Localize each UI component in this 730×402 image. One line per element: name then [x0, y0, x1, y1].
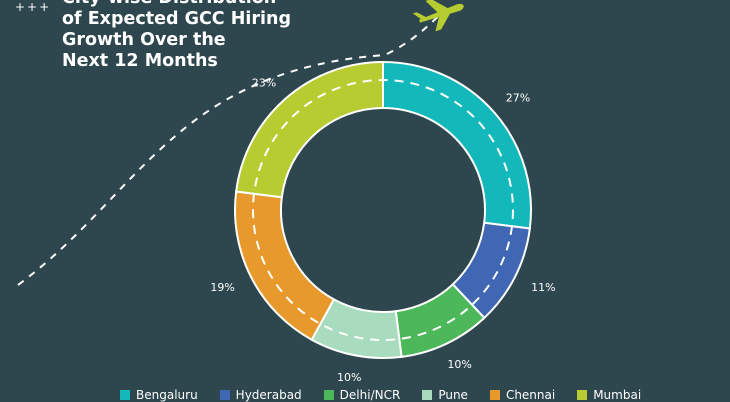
title-line-2: of Expected GCC Hiring — [62, 9, 291, 29]
plus-marks: +++ — [15, 0, 52, 14]
slice-mumbai — [235, 60, 384, 199]
legend-swatch — [323, 390, 334, 400]
inner-dashed-ring — [252, 79, 514, 341]
slice-label-delhi-ncr: 10% — [447, 358, 471, 371]
slice-label-bengaluru: 27% — [506, 92, 530, 105]
chart-legend: Bengaluru Hyderabad Delhi/NCR Pune Chennai Mu… — [120, 388, 641, 402]
slice-label-pune: 10% — [337, 371, 361, 384]
donut-chart — [234, 60, 532, 359]
legend-label: Chennai — [505, 388, 556, 402]
legend-label: Mumbai — [593, 388, 642, 402]
slice-label-hyderabad: 11% — [531, 281, 555, 294]
legend-item-pune: Pune — [422, 388, 468, 402]
legend-swatch — [219, 390, 230, 400]
legend-swatch — [577, 390, 588, 400]
legend-swatch — [120, 390, 130, 400]
legend-label: Bengaluru — [136, 388, 198, 402]
slice-chennai — [234, 190, 336, 342]
slice-labels: 27% 11% 10% 10% 19% 23% — [210, 76, 555, 384]
legend-item-mumbai: Mumbai — [577, 388, 641, 402]
legend-swatch — [422, 390, 433, 400]
legend-item-delhi-ncr: Delhi/NCR — [323, 388, 401, 402]
title-line-4: Next 12 Months — [62, 51, 218, 71]
legend-item-chennai: Chennai — [489, 388, 556, 402]
legend-label: Pune — [438, 388, 468, 402]
flight-path — [17, 14, 441, 286]
slice-label-mumbai: 23% — [252, 76, 276, 89]
title-line-3: Growth Over the — [62, 30, 226, 50]
legend-swatch — [489, 390, 500, 400]
legend-item-hyderabad: Hyderabad — [219, 388, 302, 402]
chart-title: City-wise Distribution of Expected GCC H… — [62, 0, 322, 72]
title-line-1: City-wise Distribution — [62, 0, 322, 9]
legend-item-bengaluru: Bengaluru — [120, 388, 198, 402]
legend-label: Hyderabad — [235, 388, 302, 402]
slice-label-chennai: 19% — [210, 281, 234, 294]
legend-label: Delhi/NCR — [339, 388, 401, 402]
airplane-icon — [412, 0, 464, 32]
slice-bengaluru — [382, 60, 532, 230]
